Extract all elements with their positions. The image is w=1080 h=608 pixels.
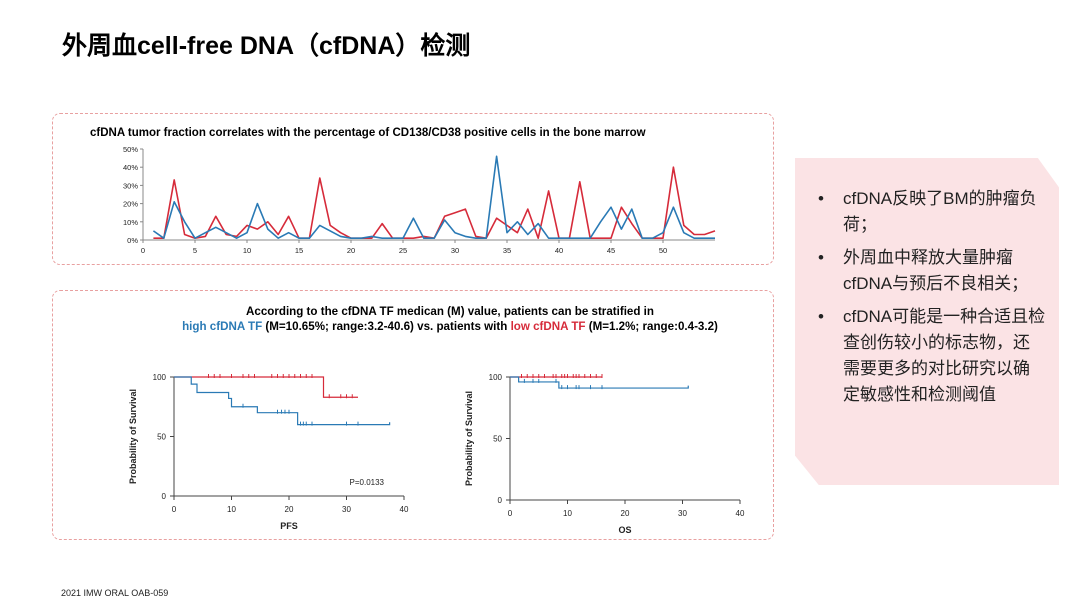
- pfs-x-tick-label: 40: [400, 505, 409, 514]
- x-tick-label: 0: [141, 246, 145, 255]
- pfs-y-tick-label: 0: [162, 492, 167, 501]
- pfs-y-tick-label: 50: [157, 433, 166, 442]
- y-tick-label: 10%: [123, 218, 138, 227]
- x-tick-label: 15: [295, 246, 303, 255]
- x-tick-label: 50: [659, 246, 667, 255]
- os-x-label: OS: [618, 525, 631, 535]
- os-y-label: Probability of Survival: [464, 391, 474, 486]
- y-tick-label: 0%: [127, 236, 138, 245]
- page-title: 外周血cell-free DNA（cfDNA）检测: [62, 32, 471, 60]
- stratification-line1: According to the cfDNA TF medican (M) va…: [246, 305, 654, 318]
- x-tick-label: 25: [399, 246, 407, 255]
- survival-analysis-frame: [52, 290, 774, 540]
- bullet-item: cfDNA反映了BM的肿瘤负荷；: [816, 186, 1046, 238]
- pfs-curve-red: [174, 376, 358, 398]
- tumor-fraction-chart-frame: [52, 113, 774, 265]
- pfs-y-label: Probability of Survival: [128, 389, 138, 484]
- pfs-p-value: P=0.0133: [350, 478, 385, 487]
- os-x-tick-label: 30: [678, 509, 687, 518]
- bullet-item: 外周血中释放大量肿瘤cfDNA与预后不良相关；: [816, 245, 1046, 297]
- os-x-tick-label: 20: [621, 509, 630, 518]
- x-tick-label: 10: [243, 246, 251, 255]
- pfs-x-tick-label: 20: [285, 505, 294, 514]
- high-tf-label: high cfDNA TF: [182, 320, 263, 333]
- pfs-y-tick-label: 100: [153, 373, 167, 382]
- y-tick-label: 40%: [123, 163, 138, 172]
- high-tf-stats: (M=10.65%; range:3.2-40.6) vs. patients …: [262, 320, 511, 333]
- x-tick-label: 40: [555, 246, 563, 255]
- y-tick-label: 50%: [123, 145, 138, 154]
- pfs-curve-blue: [174, 376, 391, 426]
- footer-citation: 2021 IMW ORAL OAB-059: [61, 588, 169, 598]
- bullet-item: cfDNA可能是一种合适且检查创伤较小的标志物，还需要更多的对比研究以确定敏感性…: [816, 304, 1046, 408]
- pfs-x-tick-label: 30: [342, 505, 351, 514]
- y-tick-label: 30%: [123, 181, 138, 190]
- os-y-tick-label: 0: [498, 496, 503, 505]
- low-tf-label: low cfDNA TF: [510, 320, 586, 333]
- x-tick-label: 5: [193, 246, 197, 255]
- os-curve-blue: [510, 376, 689, 389]
- pfs-x-tick-label: 10: [227, 505, 236, 514]
- x-tick-label: 30: [451, 246, 459, 255]
- os-x-tick-label: 0: [508, 509, 513, 518]
- stratification-line2: high cfDNA TF (M=10.65%; range:3.2-40.6)…: [120, 319, 780, 334]
- pfs-x-label: PFS: [280, 521, 298, 531]
- tumor-fraction-chart-title: cfDNA tumor fraction correlates with the…: [90, 127, 646, 139]
- x-tick-label: 45: [607, 246, 615, 255]
- stratification-description: According to the cfDNA TF medican (M) va…: [120, 304, 780, 334]
- series-line-blue: [152, 155, 715, 239]
- summary-bullets: cfDNA反映了BM的肿瘤负荷； 外周血中释放大量肿瘤cfDNA与预后不良相关；…: [816, 186, 1046, 415]
- pfs-x-tick-label: 0: [172, 505, 177, 514]
- os-x-tick-label: 10: [563, 509, 572, 518]
- y-tick-label: 20%: [123, 200, 138, 209]
- os-x-tick-label: 40: [736, 509, 745, 518]
- os-y-tick-label: 100: [489, 373, 503, 382]
- x-tick-label: 20: [347, 246, 355, 255]
- x-tick-label: 35: [503, 246, 511, 255]
- low-tf-stats: (M=1.2%; range:0.4-3.2): [585, 320, 718, 333]
- os-y-tick-label: 50: [493, 435, 502, 444]
